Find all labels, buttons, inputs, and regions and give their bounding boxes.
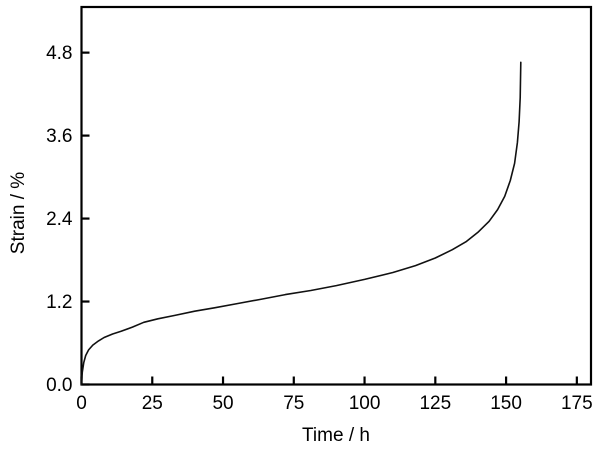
y-tick-label: 3.6 <box>46 126 72 147</box>
x-tick-label: 125 <box>419 393 451 414</box>
x-tick-label: 50 <box>212 393 233 414</box>
creep-curve-line <box>80 61 522 386</box>
x-tick-label: 25 <box>142 393 163 414</box>
y-tick-label: 4.8 <box>46 43 72 64</box>
y-tick-label: 2.4 <box>46 209 73 230</box>
y-tick-label: 0.0 <box>46 375 72 396</box>
y-axis-ticks: 0.0 1.2 2.4 3.6 4.8 <box>46 43 90 396</box>
x-axis-title: Time / h <box>302 425 370 446</box>
x-tick-label: 75 <box>283 393 304 414</box>
x-tick-label: 0 <box>76 393 87 414</box>
x-tick-label: 175 <box>561 393 593 414</box>
x-tick-label: 100 <box>349 393 381 414</box>
plot-frame <box>80 5 593 386</box>
y-tick-label: 1.2 <box>46 292 72 313</box>
x-tick-label: 150 <box>490 393 522 414</box>
y-axis-title: Strain / % <box>8 172 29 254</box>
x-axis-ticks: 0 25 50 75 100 125 150 175 <box>76 376 593 414</box>
